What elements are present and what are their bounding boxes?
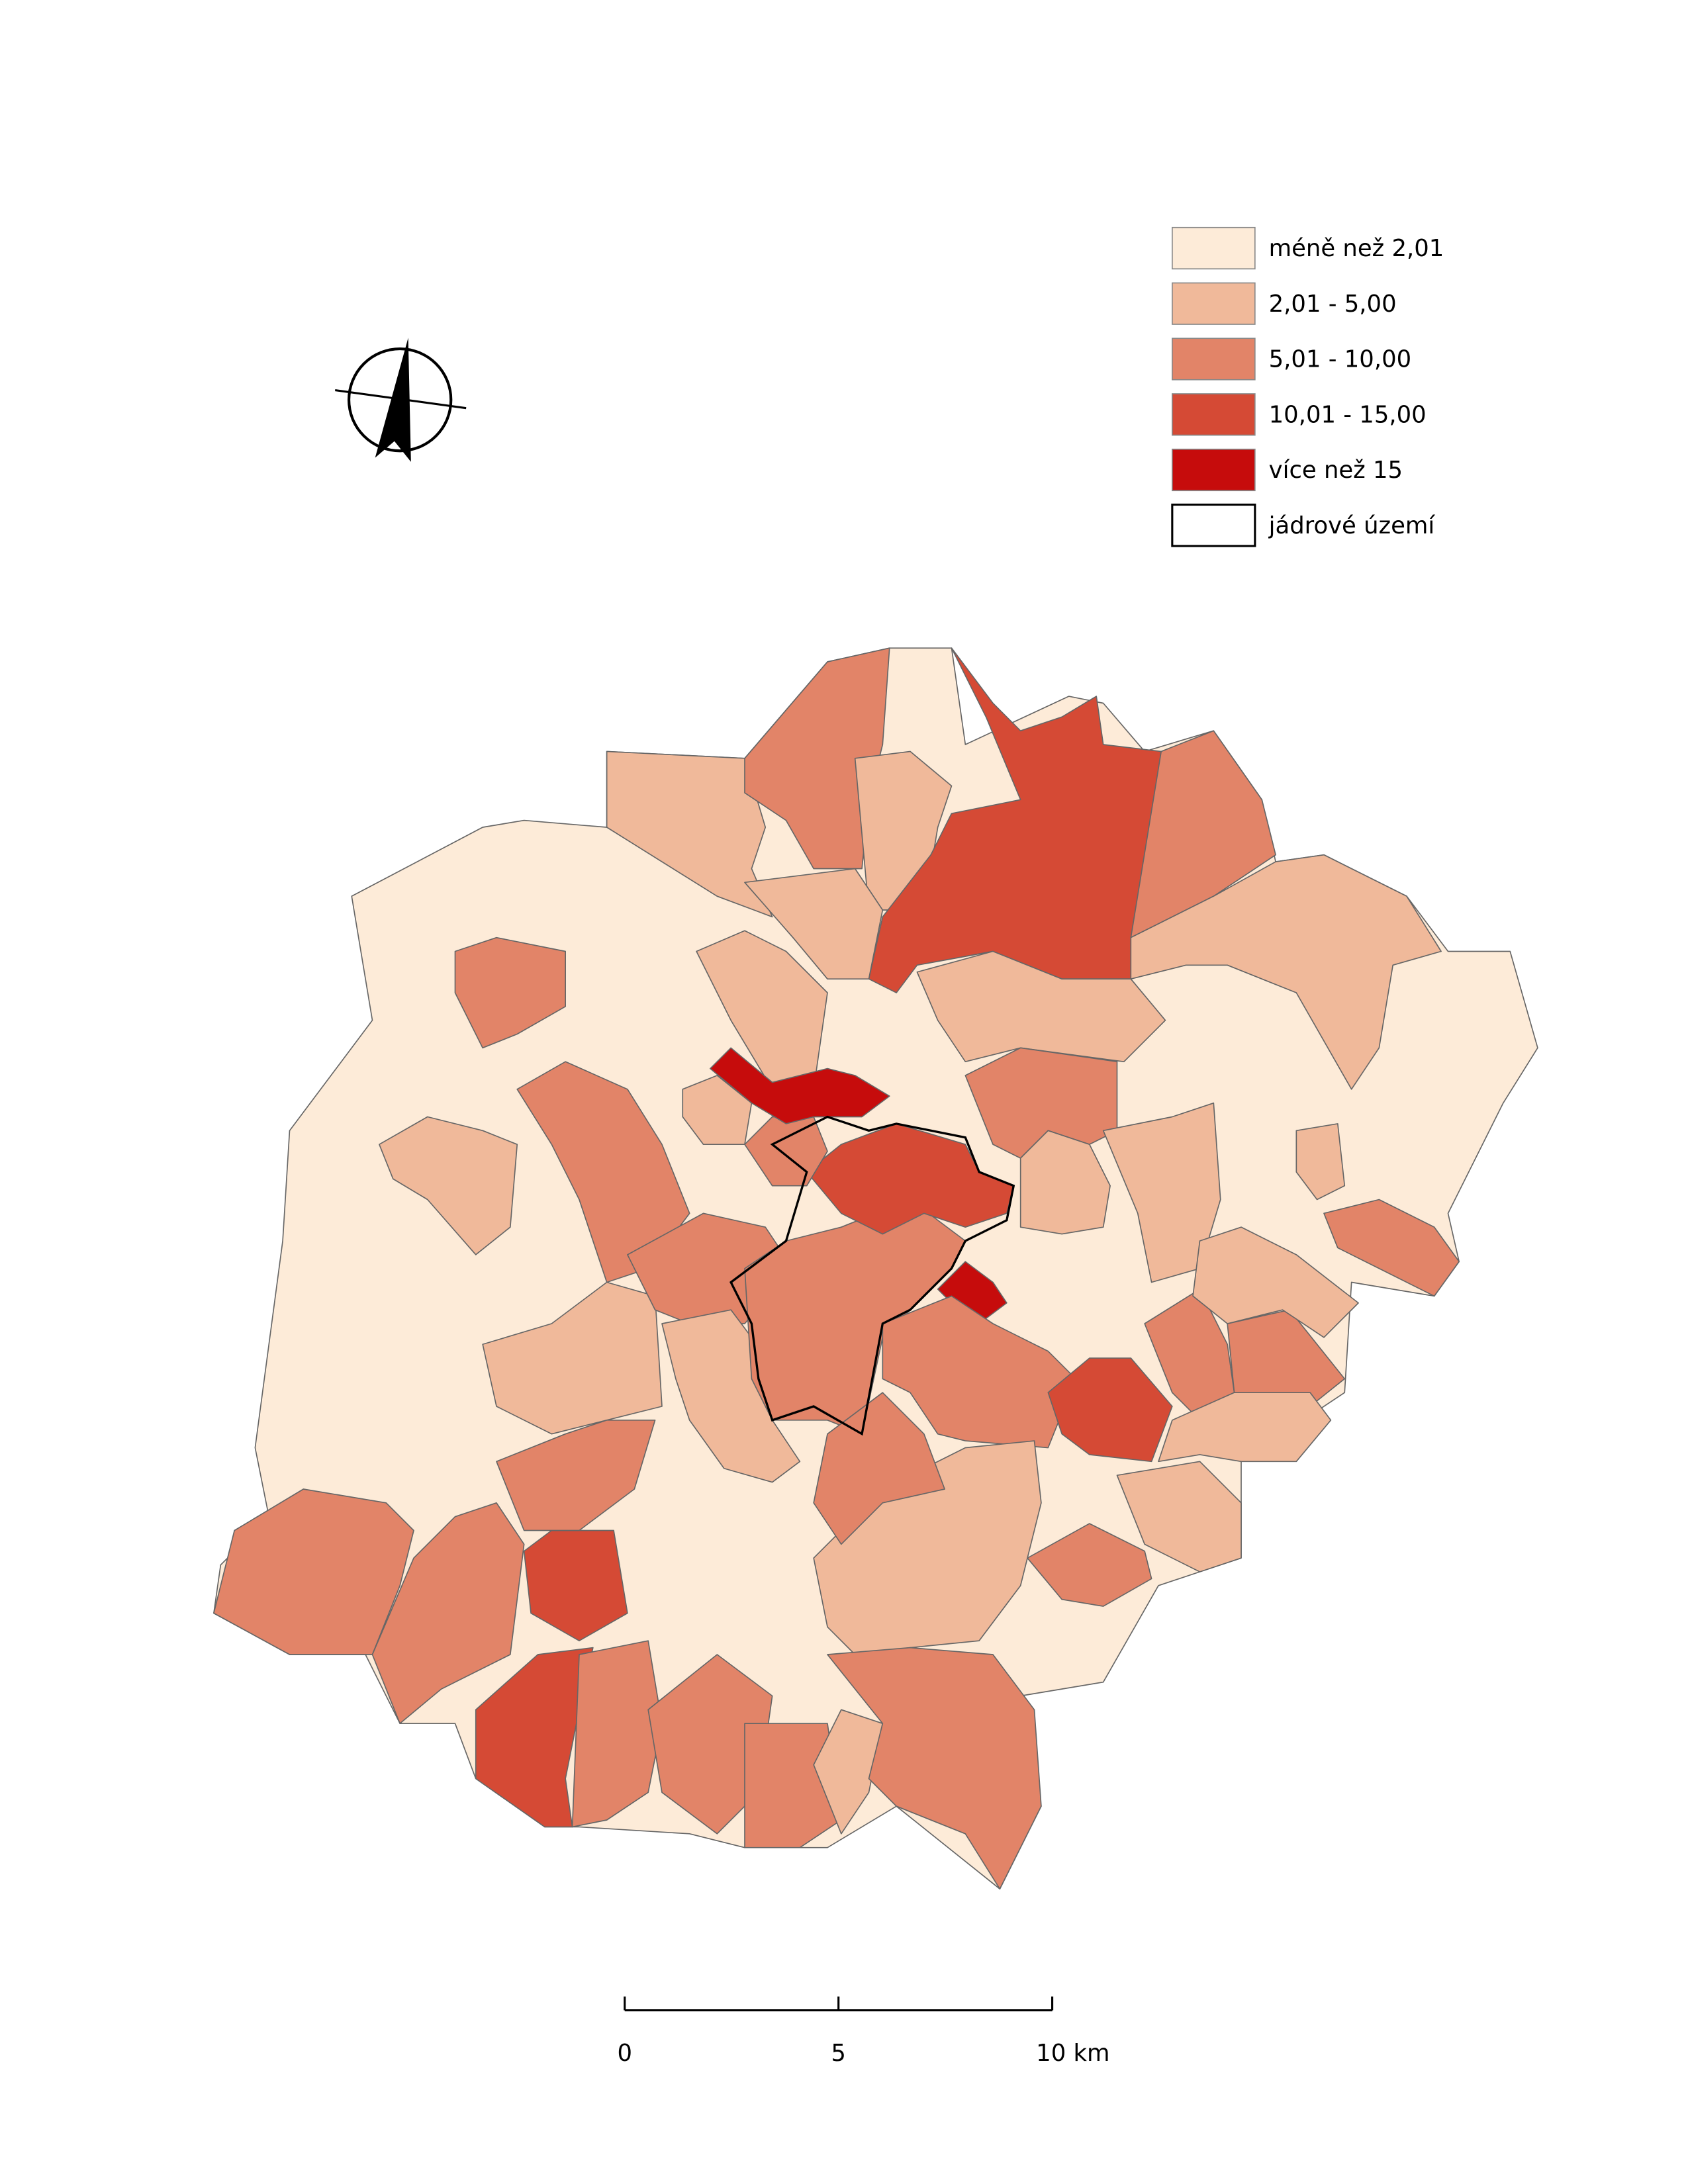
region [454, 936, 567, 1049]
region [1295, 1123, 1346, 1201]
region [882, 1295, 1076, 1449]
region [1323, 1199, 1460, 1297]
legend-label: 10,01 - 15,00 [1269, 401, 1427, 428]
legend-swatch [1172, 338, 1256, 381]
region [710, 1047, 890, 1124]
legend-swatch [1172, 226, 1256, 270]
legend-swatch [1171, 503, 1256, 547]
region [1130, 854, 1442, 1090]
region [1102, 1102, 1221, 1283]
region [213, 1488, 414, 1655]
region [813, 1392, 945, 1545]
region [379, 1116, 518, 1255]
legend-label: méně než 2,01 [1269, 235, 1444, 262]
regions [213, 647, 1538, 1890]
region [1116, 1461, 1242, 1572]
region [813, 1440, 1042, 1655]
north-arrow-needle [375, 338, 411, 462]
legend-label: více než 15 [1269, 457, 1403, 484]
region [496, 1420, 656, 1531]
region [1158, 1392, 1332, 1463]
region [1019, 1130, 1111, 1235]
legend-label: 2,01 - 5,00 [1269, 291, 1397, 318]
legend-label: 5,01 - 10,00 [1269, 346, 1411, 373]
scale-bar-label: 0 [617, 2040, 632, 2067]
legend-swatch [1172, 393, 1256, 436]
scale-bar-label: 5 [831, 2040, 846, 2067]
north-arrow [335, 338, 467, 462]
region [696, 930, 828, 1090]
region [661, 1309, 801, 1483]
north-arrow-circle [348, 347, 453, 453]
region [475, 1647, 594, 1828]
region [371, 1502, 525, 1725]
region [1227, 1309, 1346, 1407]
legend-swatch [1172, 282, 1256, 325]
legend: méně než 2,01 2,01 - 5,00 5,01 - 10,00 10,0… [1171, 226, 1444, 547]
scale-bar: 0 5 10 km [617, 1996, 1109, 2067]
region [744, 1723, 842, 1848]
region [571, 1640, 663, 1828]
region [744, 868, 884, 979]
region [744, 1116, 828, 1187]
region [1047, 1357, 1173, 1463]
region [482, 1281, 663, 1435]
legend-swatch [1172, 448, 1256, 492]
region [916, 950, 1166, 1062]
region [827, 1647, 1042, 1890]
core-territory [729, 1115, 1015, 1436]
region [682, 1075, 753, 1145]
legend-label: jádrové území [1268, 512, 1436, 539]
scale-bar-label: 10 km [1036, 2040, 1109, 2067]
region [1027, 1523, 1152, 1607]
region [1192, 1226, 1359, 1338]
